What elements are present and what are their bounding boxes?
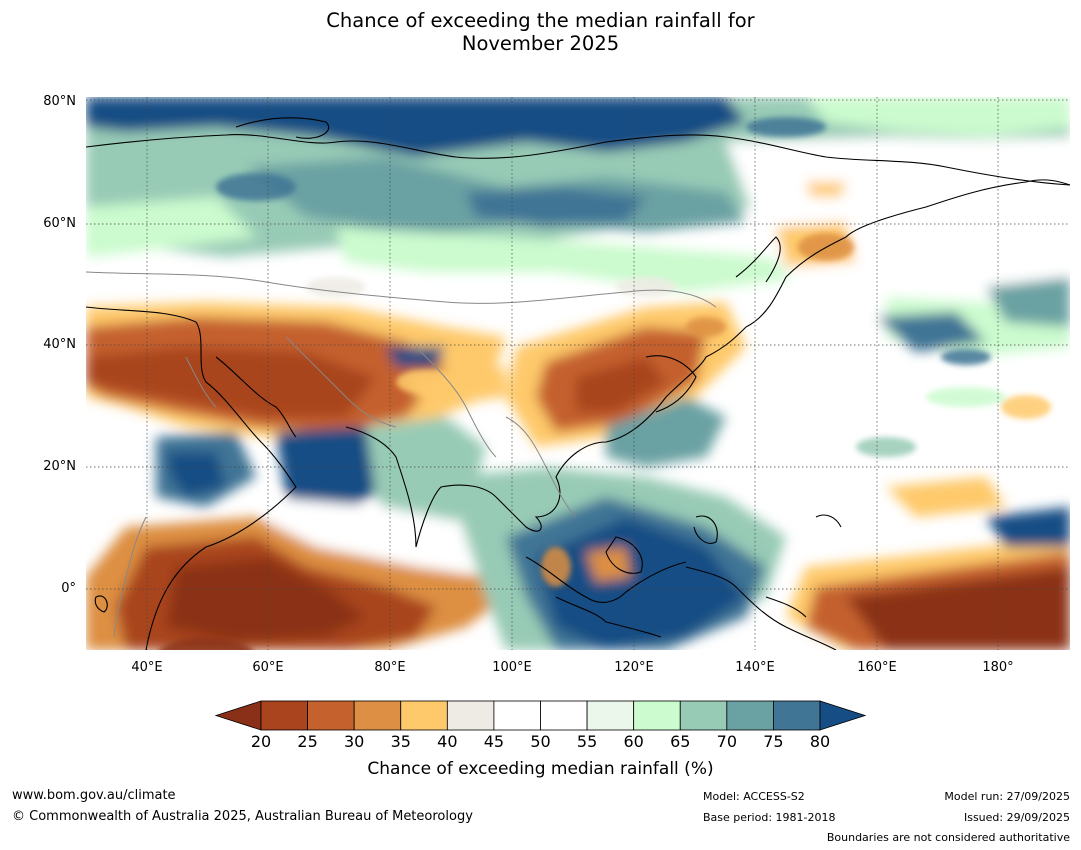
colorbar-segment [400, 700, 448, 731]
colorbar-tick-label: 40 [437, 732, 458, 751]
lat-label-80n: 80°N [43, 94, 76, 109]
colorbar-tick-label: 70 [716, 732, 738, 751]
colorbar-tick-label: 20 [250, 732, 272, 751]
colorbar [215, 700, 866, 731]
lat-label-40n: 40°N [43, 337, 76, 352]
lat-label-60n: 60°N [43, 216, 76, 231]
colorbar-segment [586, 700, 635, 731]
colorbar-tick-label: 75 [763, 732, 784, 751]
boundaries-disclaimer: Boundaries are not considered authoritat… [826, 831, 1070, 844]
colorbar-segment [773, 700, 821, 731]
map-title-line-2: November 2025 [461, 32, 620, 55]
colorbar-tick-label: 25 [297, 732, 318, 751]
country-boundaries [86, 271, 717, 638]
colorbar-tick-label: 60 [623, 732, 644, 751]
colorbar-tick-label: 50 [530, 732, 551, 751]
coastlines [86, 117, 1070, 650]
colorbar-label: Chance of exceeding median rainfall (%) [367, 759, 714, 779]
issued-date: Issued: 29/09/2025 [963, 811, 1070, 824]
probability-field [86, 97, 1070, 650]
colorbar-tick-label: 45 [483, 732, 505, 751]
colorbar-segment [446, 700, 495, 731]
website-link[interactable]: www.bom.gov.au/climate [12, 788, 176, 803]
colorbar-segment [633, 700, 681, 731]
model-name: Model: ACCESS-S2 [703, 790, 805, 803]
colorbar-segment [260, 700, 308, 731]
base-period: Base period: 1981-2018 [703, 811, 836, 824]
lon-label-40e: 40°E [131, 660, 163, 675]
lon-label-140e: 140°E [735, 660, 775, 675]
lon-label-180: 180° [982, 660, 1014, 675]
colorbar-extend-low [215, 700, 262, 731]
graticule [86, 97, 1070, 650]
map-title-line-1: Chance of exceeding the median rainfall … [326, 9, 755, 32]
lat-label-0: 0° [61, 581, 76, 596]
colorbar-extend-high [819, 700, 866, 731]
colorbar-segment [307, 700, 355, 731]
colorbar-segment [540, 700, 588, 731]
lon-label-160e: 160°E [857, 660, 897, 675]
map-title: Chance of exceeding the median rainfall … [0, 9, 1081, 55]
model-run-date: Model run: 27/09/2025 [944, 790, 1070, 803]
colorbar-tick-label: 80 [809, 732, 831, 751]
colorbar-segment [493, 700, 541, 731]
lon-label-120e: 120°E [614, 660, 654, 675]
colorbar-segment [726, 700, 774, 731]
colorbar-tick-label: 55 [576, 732, 598, 751]
rainfall-probability-map [86, 97, 1070, 650]
colorbar-tick-label: 30 [343, 732, 365, 751]
copyright-notice: © Commonwealth of Australia 2025, Austra… [12, 809, 473, 824]
lon-label-80e: 80°E [374, 660, 406, 675]
colorbar-tick-label: 65 [670, 732, 691, 751]
lat-label-20n: 20°N [43, 459, 76, 474]
colorbar-segment [353, 700, 402, 731]
colorbar-tick-label: 35 [390, 732, 411, 751]
colorbar-segment [679, 700, 728, 731]
lon-label-60e: 60°E [252, 660, 284, 675]
lon-label-100e: 100°E [492, 660, 532, 675]
